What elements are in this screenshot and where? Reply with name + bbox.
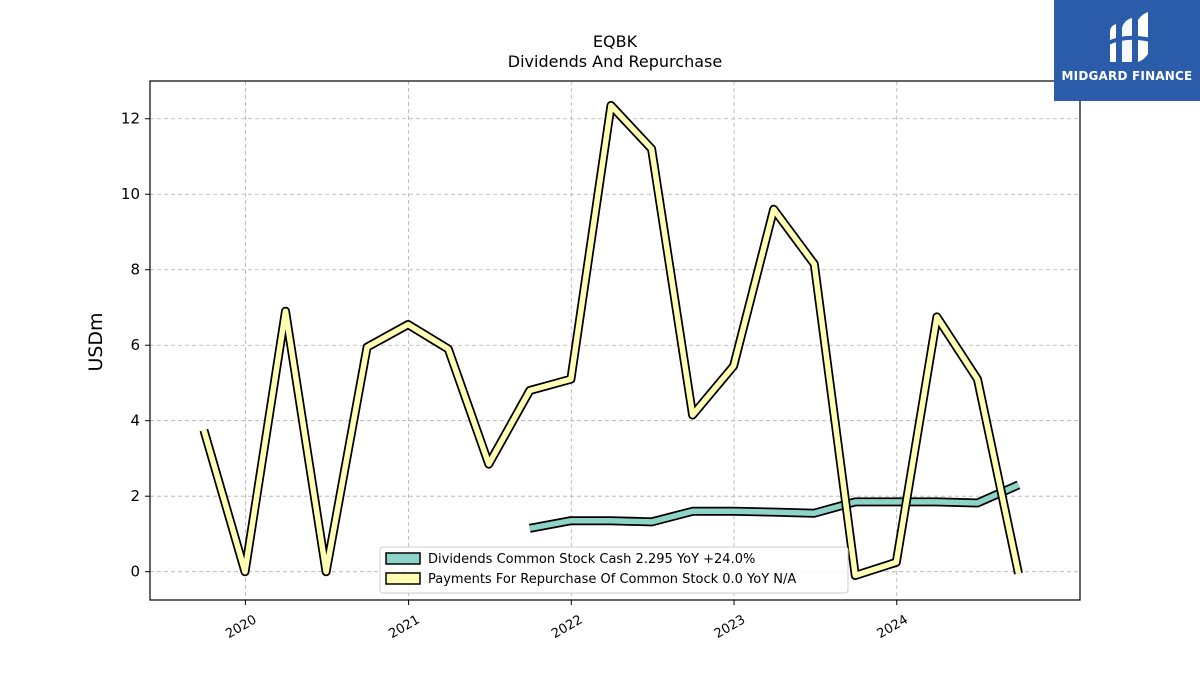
brand-logo: MIDGARD FINANCE (1054, 0, 1200, 101)
series-0-point (568, 518, 574, 524)
series-1-point (934, 314, 940, 320)
x-tick-label: 2024 (875, 612, 911, 642)
series-0-point (811, 510, 817, 516)
y-tick-label: 10 (121, 185, 140, 203)
grid (150, 81, 1080, 600)
y-axis-label: USDm (85, 312, 107, 371)
series-1-point (975, 376, 981, 382)
x-tick-label: 2023 (712, 612, 748, 642)
legend-swatch (385, 552, 421, 565)
series-1-point (323, 569, 329, 575)
series-0-point (934, 499, 940, 505)
series-0-point (771, 509, 777, 515)
series-1-point (201, 427, 207, 433)
series-1-point (771, 206, 777, 212)
x-tick-label: 2020 (223, 612, 259, 642)
plot-area-frame (149, 80, 1081, 601)
series-0-point (690, 508, 696, 514)
y-tick-label: 6 (130, 336, 140, 354)
series-1-point (731, 363, 737, 369)
series-0-point (893, 499, 899, 505)
series-1-point (445, 346, 451, 352)
series-1-point (242, 569, 248, 575)
chart-title: EQBK (593, 32, 638, 51)
legend-box (379, 546, 849, 594)
x-tick-label: 2022 (549, 612, 585, 642)
series-0-point (1016, 482, 1022, 488)
chart-subtitle: Dividends And Repurchase (508, 52, 722, 71)
series-0-point (852, 499, 858, 505)
series-0-point (608, 518, 614, 524)
series-0-point (649, 519, 655, 525)
series-1-point (608, 103, 614, 109)
logo-mark-icon (1105, 12, 1151, 62)
series-1-point (690, 412, 696, 418)
series-1-point (852, 573, 858, 579)
series-0-line (529, 482, 1020, 532)
series-0-point (527, 525, 533, 531)
x-axis: 2020 2021 2022 2023 2024 (223, 600, 911, 642)
series-1-point (527, 388, 533, 394)
series-1-point (1016, 571, 1022, 577)
y-tick-label: 2 (130, 487, 140, 505)
legend-entry: Payments For Repurchase Of Common Stock … (428, 572, 796, 587)
series-1-point (283, 308, 289, 314)
x-tick-label: 2021 (386, 612, 422, 642)
series-1-point (405, 322, 411, 328)
y-tick-label: 4 (130, 412, 140, 430)
series-1-point (811, 261, 817, 267)
legend-entry: Dividends Common Stock Cash 2.295 YoY +2… (428, 552, 755, 567)
series-1-point (649, 146, 655, 152)
series-0-point (731, 508, 737, 514)
series-1-point (486, 461, 492, 467)
logo-text: MIDGARD FINANCE (1061, 69, 1193, 83)
y-tick-label: 0 (130, 563, 140, 581)
y-tick-label: 8 (130, 261, 140, 279)
y-axis: 0 2 4 6 8 10 12 (121, 110, 150, 581)
series-1-point (893, 559, 899, 565)
series-lines (199, 101, 1023, 580)
legend-swatch (385, 572, 421, 585)
series-1-point (568, 376, 574, 382)
series-1-line (201, 102, 1022, 579)
series-0-point (975, 500, 981, 506)
legend: Dividends Common Stock Cash 2.295 YoY +2… (379, 546, 849, 594)
y-tick-label: 12 (121, 110, 140, 128)
series-1-point (364, 344, 370, 350)
